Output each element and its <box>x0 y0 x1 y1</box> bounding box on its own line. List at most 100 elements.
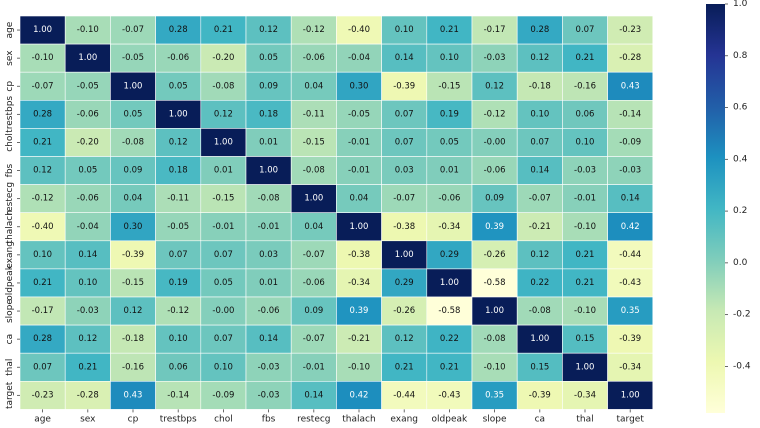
cell-value-label: 0.22 <box>530 278 549 288</box>
cell-value-label: 1.00 <box>440 278 459 288</box>
heatmap-cell-thalach-fbs <box>245 212 292 242</box>
heatmap-cell-ca-ca <box>516 324 563 354</box>
cell-value-label: -0.34 <box>574 390 596 400</box>
cell-value-label: 0.43 <box>621 81 640 91</box>
cell-value-label: -0.11 <box>167 194 189 204</box>
cell-value-label: -0.06 <box>258 306 280 316</box>
cell-value-label: -0.07 <box>303 250 325 260</box>
heatmap-cell-thalach-oldpeak <box>426 212 473 242</box>
cell-value-label: 0.12 <box>124 306 143 316</box>
cell-value-label: -0.43 <box>619 278 641 288</box>
colorbar-tick-label: 0.0 <box>733 258 748 268</box>
cell-value-label: -0.01 <box>258 222 280 232</box>
cell-value-label: -0.03 <box>258 362 280 372</box>
heatmap-cell-thalach-target <box>607 212 654 242</box>
y-tick-label-ca: ca <box>5 334 15 344</box>
cell-value-label: -0.34 <box>438 222 460 232</box>
colorbar: 1.0 0.8 0.6 0.4 0.2 0.0 -0.2 -0.4 <box>706 0 751 413</box>
heatmap-cell-thal-slope <box>471 352 518 382</box>
cell-value-label: 1.00 <box>124 81 143 91</box>
heatmap-cell-fbs-chol <box>200 156 247 185</box>
x-tick-label-trestbps: trestbps <box>160 414 197 424</box>
heatmap-cell-trestbps-thalach <box>336 100 382 129</box>
cell-value-label: -0.09 <box>619 137 641 147</box>
cell-value-label: -0.15 <box>212 194 234 204</box>
y-tick-label-fbs: fbs <box>5 163 15 177</box>
cell-value-label: -0.58 <box>484 278 506 288</box>
heatmap-cell-thalach-sex <box>64 212 111 242</box>
heatmap-cell-restecg-restecg <box>290 184 337 214</box>
cell-value-label: 0.39 <box>350 306 369 316</box>
heatmap-cell-restecg-trestbps <box>155 184 202 214</box>
cell-value-label: -0.17 <box>32 306 54 316</box>
cell-value-label: 0.28 <box>530 25 549 35</box>
cell-value-label: 0.05 <box>124 109 143 119</box>
heatmap-cell-ca-exang <box>381 324 428 354</box>
cell-value-label: 0.07 <box>169 250 188 260</box>
y-tick-label-chol: chol <box>5 133 15 152</box>
heatmap-cell-fbs-ca <box>516 156 563 185</box>
cell-value-label: 0.21 <box>214 25 233 35</box>
heatmap-cell-restecg-target <box>607 184 654 214</box>
heatmap-cell-fbs-cp <box>110 156 156 185</box>
cell-value-label: -0.05 <box>77 81 99 91</box>
heatmap-cell-sex-exang <box>381 43 428 73</box>
cell-value-label: 0.12 <box>485 81 504 91</box>
x-tick-label-oldpeak: oldpeak <box>432 414 468 424</box>
heatmap-cell-cp-exang <box>381 71 428 101</box>
cell-value-label: -0.08 <box>529 306 551 316</box>
cell-value-label: -0.14 <box>619 109 641 119</box>
cell-value-label: -0.10 <box>77 25 99 35</box>
cell-value-label: -0.38 <box>393 222 415 232</box>
heatmap-cell-age-oldpeak <box>426 15 473 45</box>
cell-value-label: -0.08 <box>484 334 506 344</box>
heatmap-cell-sex-thal <box>562 43 608 73</box>
cell-value-label: 1.00 <box>395 250 414 260</box>
x-tick-label-thalach: thalach <box>342 414 375 424</box>
heatmap-cell-slope-fbs <box>245 296 292 326</box>
heatmap-cell-cp-target <box>607 71 654 101</box>
cell-value-label: 1.00 <box>621 390 640 400</box>
cell-value-label: 0.18 <box>259 109 278 119</box>
cell-value-label: 1.00 <box>78 53 97 63</box>
heatmap-cell-chol-target <box>607 128 654 157</box>
colorbar-tick-label: 1.0 <box>733 0 748 9</box>
cell-value-label: 0.43 <box>124 390 143 400</box>
x-tick-label-cp: cp <box>128 414 139 424</box>
cell-value-label: -0.28 <box>77 390 99 400</box>
heatmap-cell-oldpeak-sex <box>64 268 111 298</box>
cell-value-label: 1.00 <box>214 137 233 147</box>
cell-value-label: 0.22 <box>440 334 459 344</box>
heatmap-cell-restecg-thal <box>562 184 608 214</box>
cell-value-label: -0.26 <box>393 306 415 316</box>
heatmap-cell-chol-oldpeak <box>426 128 473 157</box>
heatmap-cell-fbs-sex <box>64 156 111 185</box>
heatmap-cell-chol-slope <box>471 128 518 157</box>
heatmap-cell-fbs-thalach <box>336 156 382 185</box>
cell-value-label: 0.01 <box>440 166 459 176</box>
heatmap-cell-fbs-fbs <box>245 156 292 185</box>
cell-value-label: -0.11 <box>303 109 325 119</box>
cell-value-label: -0.16 <box>122 362 144 372</box>
cell-value-label: 0.01 <box>259 137 278 147</box>
cell-value-label: 0.04 <box>304 81 323 91</box>
heatmap-cell-exang-slope <box>471 240 518 270</box>
cell-value-label: 0.28 <box>33 334 52 344</box>
cell-value-label: 0.10 <box>214 362 233 372</box>
x-tick-label-fbs: fbs <box>262 414 276 424</box>
heatmap-cell-chol-thal <box>562 128 608 157</box>
cell-value-label: 0.05 <box>169 81 188 91</box>
heatmap-cell-fbs-restecg <box>290 156 337 185</box>
cell-value-label: -0.07 <box>303 334 325 344</box>
heatmap-cell-sex-trestbps <box>155 43 202 73</box>
cell-value-label: 0.30 <box>350 81 369 91</box>
cell-value-label: -0.04 <box>77 222 99 232</box>
cell-value-label: 0.42 <box>621 222 640 232</box>
cell-value-label: 0.28 <box>33 109 52 119</box>
heatmap-cell-target-exang <box>381 380 428 410</box>
heatmap-cell-trestbps-restecg <box>290 100 337 129</box>
cell-value-label: 0.10 <box>33 250 52 260</box>
cell-value-label: -0.06 <box>303 278 325 288</box>
cell-value-label: -0.01 <box>303 362 325 372</box>
